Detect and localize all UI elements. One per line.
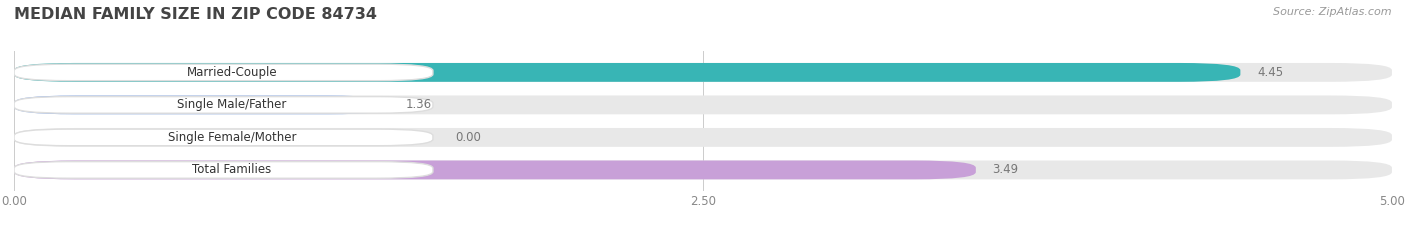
Text: 4.45: 4.45 <box>1257 66 1284 79</box>
Text: 1.36: 1.36 <box>405 98 432 111</box>
Text: Total Families: Total Families <box>193 163 271 176</box>
FancyBboxPatch shape <box>14 162 433 178</box>
FancyBboxPatch shape <box>14 97 433 113</box>
Text: Single Male/Father: Single Male/Father <box>177 98 287 111</box>
FancyBboxPatch shape <box>14 96 1392 114</box>
Text: MEDIAN FAMILY SIZE IN ZIP CODE 84734: MEDIAN FAMILY SIZE IN ZIP CODE 84734 <box>14 7 377 22</box>
FancyBboxPatch shape <box>14 63 1240 82</box>
Text: 0.00: 0.00 <box>456 131 481 144</box>
FancyBboxPatch shape <box>14 129 433 146</box>
FancyBboxPatch shape <box>14 63 1392 82</box>
Text: 3.49: 3.49 <box>993 163 1018 176</box>
FancyBboxPatch shape <box>14 161 1392 179</box>
FancyBboxPatch shape <box>14 96 389 114</box>
FancyBboxPatch shape <box>14 128 1392 147</box>
FancyBboxPatch shape <box>14 64 433 81</box>
Text: Single Female/Mother: Single Female/Mother <box>167 131 297 144</box>
Text: Married-Couple: Married-Couple <box>187 66 277 79</box>
Text: Source: ZipAtlas.com: Source: ZipAtlas.com <box>1274 7 1392 17</box>
FancyBboxPatch shape <box>14 161 976 179</box>
